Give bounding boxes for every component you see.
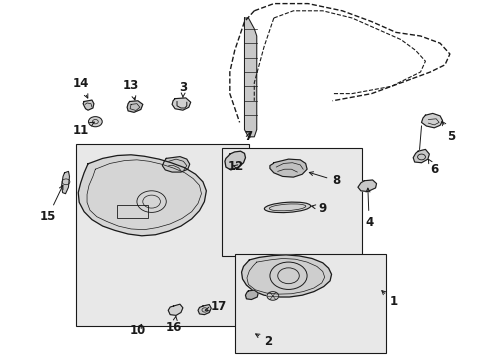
Text: 3: 3 <box>179 81 187 97</box>
Polygon shape <box>269 159 306 177</box>
Polygon shape <box>61 171 69 194</box>
Text: 7: 7 <box>244 130 252 143</box>
Text: 4: 4 <box>365 188 372 229</box>
Polygon shape <box>78 155 206 236</box>
Circle shape <box>266 292 278 300</box>
FancyBboxPatch shape <box>222 148 361 256</box>
Text: 10: 10 <box>129 324 146 337</box>
Text: 5: 5 <box>441 121 454 143</box>
Text: 14: 14 <box>72 77 89 98</box>
FancyBboxPatch shape <box>76 144 249 326</box>
Text: 13: 13 <box>122 79 139 100</box>
Text: 17: 17 <box>205 300 227 313</box>
Text: 2: 2 <box>255 334 271 348</box>
Polygon shape <box>224 151 245 170</box>
Text: 12: 12 <box>227 160 244 173</box>
Text: 8: 8 <box>309 172 340 187</box>
Polygon shape <box>357 180 376 192</box>
Polygon shape <box>162 157 189 172</box>
Text: 16: 16 <box>165 316 182 334</box>
Polygon shape <box>83 100 94 110</box>
Text: 11: 11 <box>72 122 94 137</box>
Polygon shape <box>421 113 442 128</box>
Polygon shape <box>241 255 331 297</box>
Polygon shape <box>244 18 256 137</box>
Ellipse shape <box>264 202 310 213</box>
Polygon shape <box>127 101 142 112</box>
Text: 15: 15 <box>40 185 63 223</box>
Text: 9: 9 <box>311 202 326 215</box>
Polygon shape <box>198 305 211 315</box>
Polygon shape <box>412 149 428 163</box>
Polygon shape <box>172 98 190 110</box>
Text: 1: 1 <box>381 291 397 308</box>
Circle shape <box>88 117 102 127</box>
Text: 6: 6 <box>427 159 437 176</box>
Polygon shape <box>168 304 183 315</box>
FancyBboxPatch shape <box>234 254 386 353</box>
Polygon shape <box>245 290 258 300</box>
